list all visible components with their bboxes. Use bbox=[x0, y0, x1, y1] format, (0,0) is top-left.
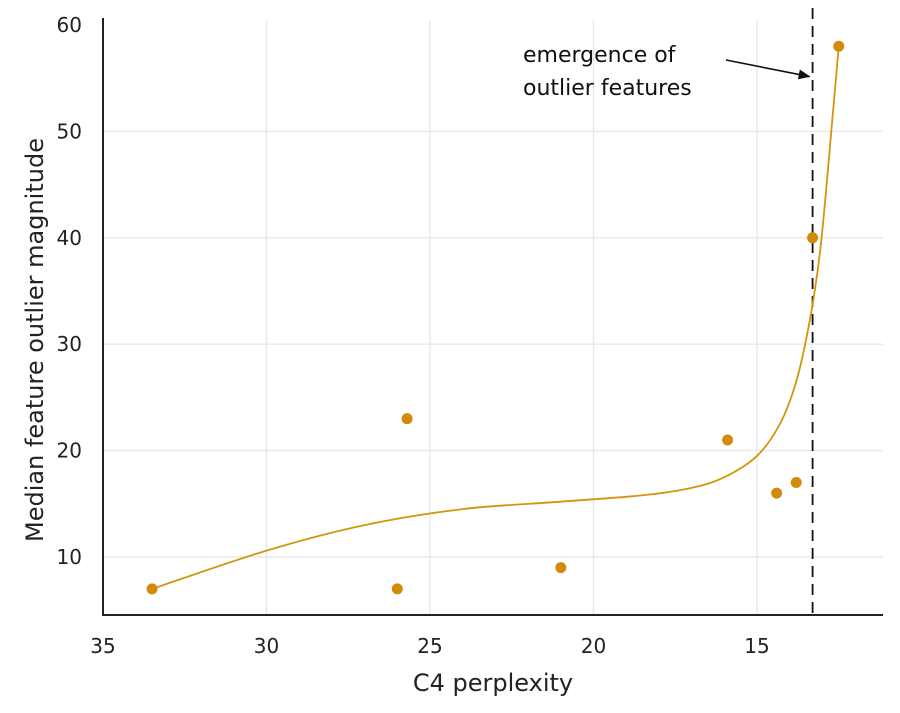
annotation: emergence of outlier features bbox=[523, 43, 811, 101]
x-axis-title: C4 perplexity bbox=[413, 669, 573, 697]
x-tick-label: 35 bbox=[90, 634, 115, 658]
annotation-arrow bbox=[725, 59, 811, 80]
data-point bbox=[771, 487, 783, 499]
y-tick-label: 30 bbox=[57, 332, 82, 356]
y-tick-label: 50 bbox=[57, 119, 82, 143]
annotation-text-line-1: emergence of bbox=[523, 43, 677, 68]
x-tick-label: 20 bbox=[581, 634, 606, 658]
x-tick-label: 30 bbox=[254, 634, 279, 658]
x-tick-label: 25 bbox=[417, 634, 442, 658]
axes bbox=[102, 18, 883, 616]
tick-labels: 35 30 25 20 15 10 20 30 40 50 60 bbox=[57, 13, 770, 658]
annotation-text-line-2: outlier features bbox=[523, 76, 692, 101]
trend-curve-group bbox=[151, 46, 840, 590]
grid bbox=[103, 20, 883, 615]
data-point bbox=[722, 434, 734, 446]
y-tick-label: 10 bbox=[57, 545, 82, 569]
data-point bbox=[555, 562, 567, 574]
data-point bbox=[790, 477, 802, 489]
data-point bbox=[391, 583, 403, 595]
data-points bbox=[146, 40, 845, 595]
y-tick-label: 20 bbox=[57, 439, 82, 463]
y-tick-label: 60 bbox=[57, 13, 82, 37]
data-point bbox=[146, 583, 158, 595]
data-point bbox=[807, 232, 819, 244]
trend-curve bbox=[151, 46, 840, 590]
x-tick-label: 15 bbox=[744, 634, 769, 658]
data-point bbox=[401, 413, 413, 425]
y-tick-label: 40 bbox=[57, 226, 82, 250]
y-axis-title: Median feature outlier magnitude bbox=[21, 138, 49, 542]
data-point bbox=[833, 40, 845, 52]
